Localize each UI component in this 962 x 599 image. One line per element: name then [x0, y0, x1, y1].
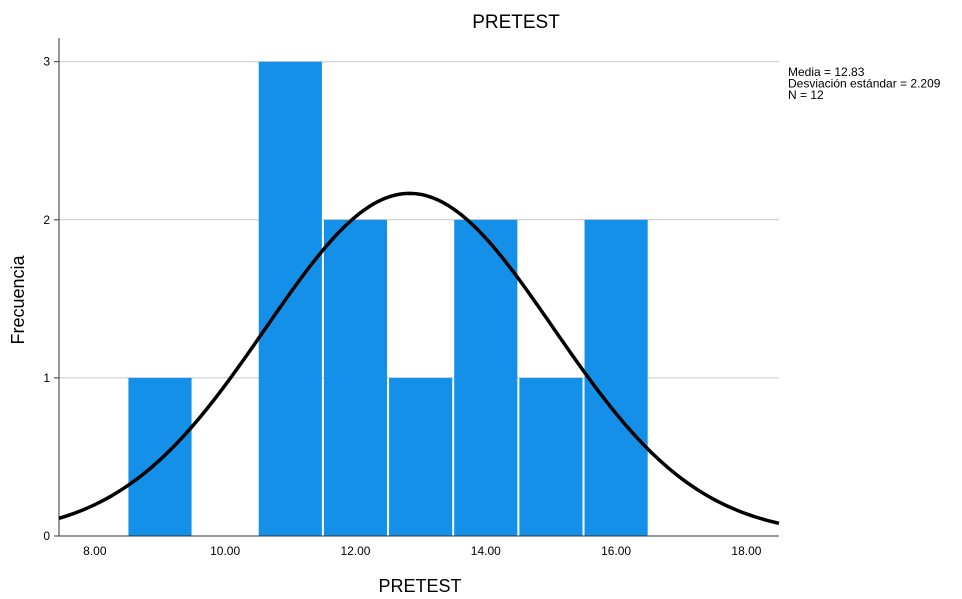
bars — [128, 61, 648, 537]
x-tick-label-3: 14.00 — [471, 544, 501, 558]
x-tick-label-5: 18.00 — [731, 544, 761, 558]
bar-7 — [584, 219, 648, 537]
bar-0 — [128, 377, 192, 536]
normal-curve — [58, 191, 780, 525]
grid-lines — [59, 61, 779, 379]
bar-2 — [258, 61, 322, 536]
axes — [58, 38, 779, 537]
y-tick-label-3: 3 — [43, 55, 50, 69]
x-tick-label-4: 16.00 — [601, 544, 631, 558]
y-axis-title: Frecuencia — [8, 254, 28, 344]
x-tick-label-0: 8.00 — [83, 544, 107, 558]
y-tick-label-0: 0 — [43, 529, 50, 543]
y-tick-label-1: 1 — [43, 371, 50, 385]
stats-line-1: Desviación estándar = 2.209 — [788, 77, 941, 91]
bar-5 — [454, 219, 518, 537]
chart-title: PRETEST — [472, 12, 560, 33]
bar-6 — [519, 377, 583, 536]
bar-3 — [323, 219, 388, 537]
bar-4 — [389, 377, 453, 536]
x-tick-label-1: 10.00 — [210, 544, 240, 558]
x-tick-labels: 8.00 10.00 12.00 14.00 16.00 18.00 — [83, 544, 762, 558]
y-tick-labels: 0 1 2 3 — [43, 55, 59, 543]
x-axis-title: PRETEST — [378, 576, 461, 596]
stats-line-2: N = 12 — [788, 88, 824, 102]
x-tick-label-2: 12.00 — [340, 544, 370, 558]
normal-curve-line — [58, 191, 780, 525]
stats-line-0: Media = 12.83 — [788, 65, 865, 79]
y-tick-label-2: 2 — [43, 213, 50, 227]
